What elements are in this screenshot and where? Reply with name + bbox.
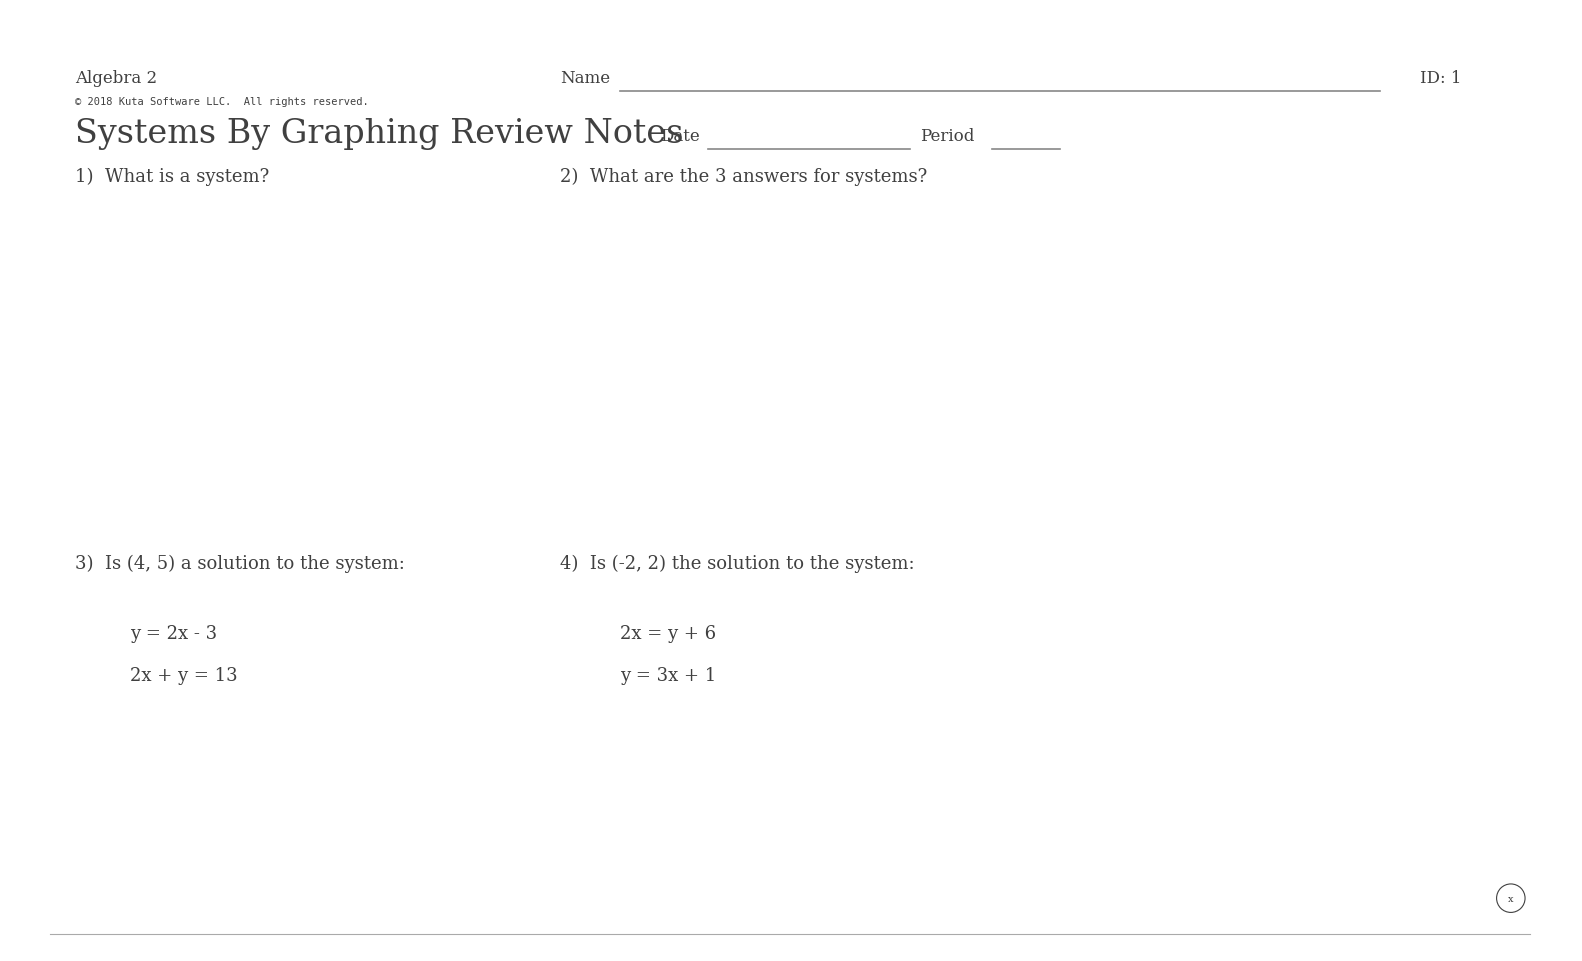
Text: © 2018 Kuta Software LLC.  All rights reserved.: © 2018 Kuta Software LLC. All rights res… (74, 97, 369, 107)
Text: y = 2x - 3: y = 2x - 3 (130, 625, 217, 642)
Text: 1)  What is a system?: 1) What is a system? (74, 168, 269, 186)
Text: 4)  Is (-2, 2) the solution to the system:: 4) Is (-2, 2) the solution to the system… (560, 554, 914, 573)
Text: 3)  Is (4, 5) a solution to the system:: 3) Is (4, 5) a solution to the system: (74, 554, 405, 573)
Text: 2)  What are the 3 answers for systems?: 2) What are the 3 answers for systems? (560, 168, 927, 186)
Text: y = 3x + 1: y = 3x + 1 (620, 666, 717, 684)
Text: 2x + y = 13: 2x + y = 13 (130, 666, 237, 684)
Text: Date: Date (660, 128, 699, 145)
Text: Systems By Graphing Review Notes: Systems By Graphing Review Notes (74, 118, 683, 150)
Text: Period: Period (921, 128, 975, 145)
Text: Name: Name (560, 70, 611, 86)
Text: ID: 1: ID: 1 (1421, 70, 1462, 86)
Text: x: x (1508, 894, 1514, 902)
Text: Algebra 2: Algebra 2 (74, 70, 157, 86)
Text: 2x = y + 6: 2x = y + 6 (620, 625, 717, 642)
